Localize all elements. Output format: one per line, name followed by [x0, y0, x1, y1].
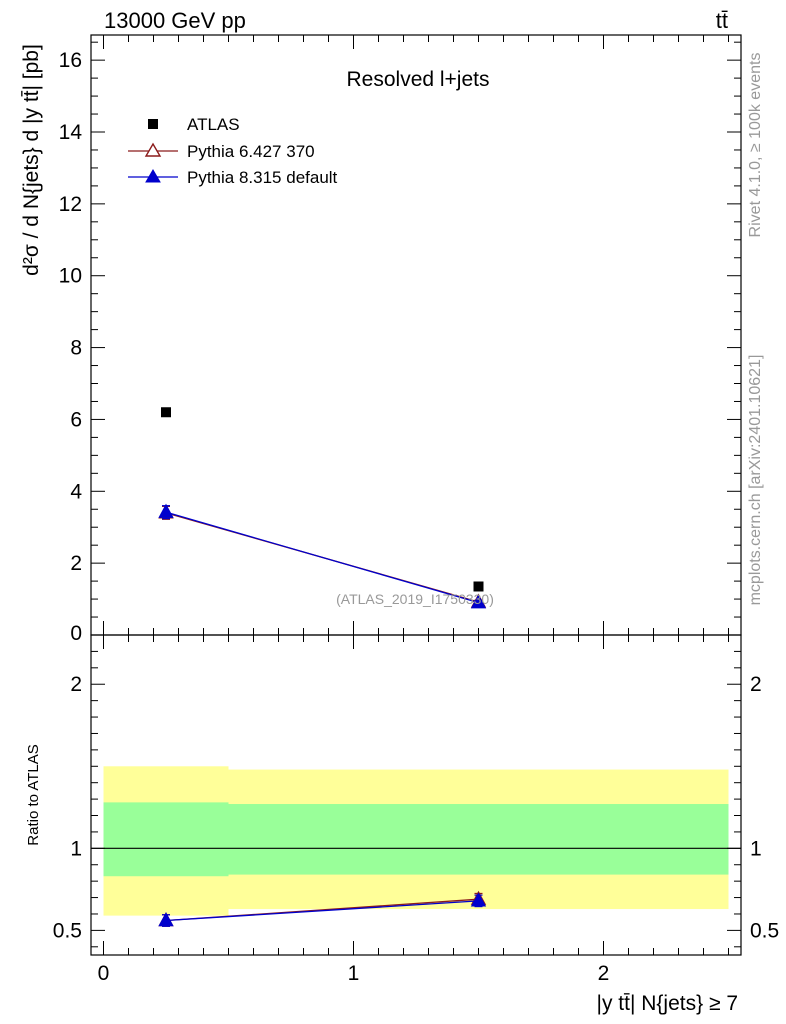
x-axis-label: |y tt̄| N{jets} ≥ 7	[597, 992, 739, 1015]
legend-label-pythia8: Pythia 8.315 default	[187, 168, 338, 187]
rivet-label: Rivet 4.1.0, ≥ 100k events	[747, 53, 764, 238]
pythia8-ratio-point	[470, 892, 487, 907]
atlas-point	[161, 407, 171, 418]
uncertainty-band-green	[228, 804, 729, 875]
analysis-watermark: (ATLAS_2019_I1750330)	[336, 591, 494, 607]
uncertainty-band-green	[103, 802, 229, 877]
atlas-point	[473, 581, 484, 592]
y-axis-label: d²σ / d N{jets} d |y tt̄| [pb]	[20, 44, 43, 276]
ratio-tick-label-right: 0.5	[750, 919, 779, 942]
ratio-tick-label-right: 1	[750, 837, 762, 860]
legend-marker-atlas	[148, 119, 158, 129]
ratio-bands	[103, 766, 729, 916]
ratio-panel-frame	[90, 634, 742, 956]
y-tick-label: 4	[70, 480, 82, 503]
x-tick-label: 0	[98, 962, 110, 985]
y-tick-label: 6	[70, 408, 82, 431]
y-tick-label: 12	[59, 193, 82, 216]
y-tick-label: 16	[59, 49, 82, 72]
pythia8-line	[165, 511, 479, 604]
pythia8-point	[158, 503, 174, 518]
y-tick-label: 10	[59, 265, 82, 288]
pythia8-ratio-point	[158, 912, 174, 927]
y-tick-label: 0	[70, 622, 82, 645]
y-tick-label: 8	[70, 337, 82, 360]
ratio-tick-label-left: 0.5	[53, 919, 82, 942]
ratio-tick-label-right: 2	[750, 673, 762, 696]
x-tick-label: 2	[598, 962, 610, 985]
data-marks	[158, 407, 487, 927]
pythia8-ratio-line	[165, 900, 479, 922]
axis-ticks	[91, 35, 741, 955]
mcplots-label: mcplots.cern.ch [arXiv:2401.10621]	[747, 355, 764, 606]
ratio-tick-label-left: 2	[70, 673, 82, 696]
y-tick-label: 2	[70, 552, 82, 575]
legend-label-atlas: ATLAS	[187, 115, 240, 134]
ratio-axis-label: Ratio to ATLAS	[25, 744, 42, 845]
pythia8-point	[470, 594, 487, 609]
y-tick-label: 14	[59, 121, 83, 144]
legend-label-pythia6: Pythia 6.427 370	[187, 142, 315, 161]
ratio-tick-label-left: 1	[70, 837, 82, 860]
chart-title: Resolved l+jets	[347, 68, 490, 91]
legend-marker-pythia8	[145, 169, 161, 183]
legend: ATLAS Pythia 6.427 370 Pythia 8.315 defa…	[128, 115, 338, 187]
header-energy: 13000 GeV pp	[104, 8, 246, 33]
x-tick-label: 1	[348, 962, 360, 985]
legend-marker-pythia6	[144, 142, 162, 157]
header-process: tt̄	[716, 8, 728, 33]
